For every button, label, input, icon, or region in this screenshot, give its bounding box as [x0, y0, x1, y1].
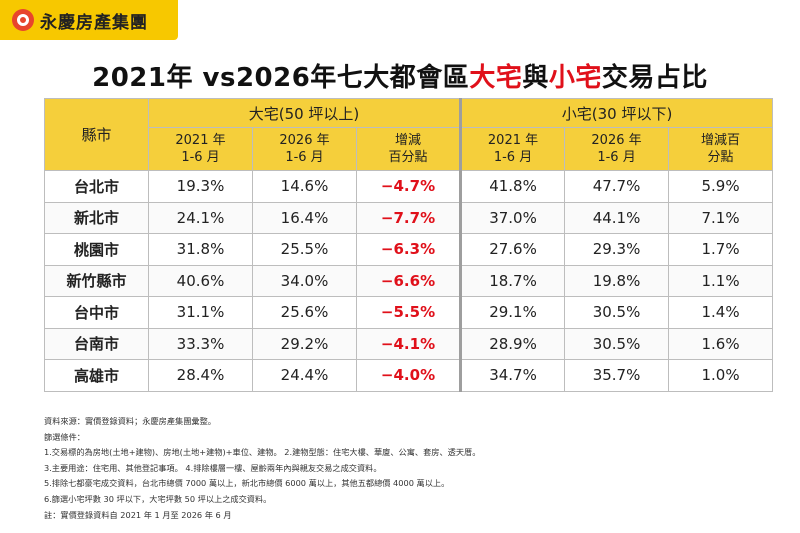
small-2021-cell: 18.7% — [459, 264, 566, 297]
title-mid: 與 — [522, 63, 549, 93]
city-cell: 高雄市 — [44, 359, 149, 392]
page-title: 2021年 vs2026年七大都會區大宅與小宅交易占比 — [0, 57, 800, 94]
small-2021-cell: 27.6% — [459, 233, 566, 266]
small-diff-cell: 1.6% — [668, 327, 774, 360]
large-diff-cell: −6.3% — [355, 233, 462, 266]
large-diff-cell: −7.7% — [355, 201, 462, 234]
small-2026-cell: 44.1% — [564, 201, 670, 234]
small-diff-header: 增減百 分點 — [668, 127, 774, 171]
small-2021-cell: 37.0% — [459, 201, 566, 234]
large-2021-header: 2021 年 1-6 月 — [148, 127, 253, 171]
small-2026-cell: 19.8% — [564, 264, 670, 297]
city-cell: 台北市 — [44, 170, 149, 203]
large-diff-cell: −4.7% — [355, 170, 462, 203]
small-2021-cell: 28.9% — [459, 327, 566, 360]
city-cell: 台中市 — [44, 296, 149, 329]
city-header: 縣市 — [44, 98, 149, 171]
small-2026-cell: 29.3% — [564, 233, 670, 266]
yongqing-logo-icon — [12, 9, 34, 31]
city-cell: 新北市 — [44, 201, 149, 234]
large-2026-cell: 29.2% — [252, 327, 357, 360]
brand-name: 永慶房產集團 — [40, 12, 148, 33]
large-diff-cell: −4.1% — [355, 327, 462, 360]
note-remark: 註：實價登錄資料自 2021 年 1 月至 2026 年 6 月 — [44, 509, 232, 520]
large-2021-cell: 33.3% — [148, 327, 253, 360]
brand-logo: 永慶房產集團 — [0, 0, 178, 40]
city-cell: 新竹縣市 — [44, 264, 149, 297]
large-2021-cell: 40.6% — [148, 264, 253, 297]
large-2026-header: 2026 年 1-6 月 — [252, 127, 357, 171]
table-row: 台中市 31.1% 25.6% −5.5% 29.1% 30.5% 1.4% — [44, 296, 774, 329]
large-diff-header: 增減 百分點 — [355, 127, 462, 171]
note-line: 6.篩選小宅坪數 30 坪以下，大宅坪數 50 坪以上之成交資料。 — [44, 493, 272, 504]
large-2021-cell: 31.1% — [148, 296, 253, 329]
large-diff-cell: −5.5% — [355, 296, 462, 329]
table-row: 新竹縣市 40.6% 34.0% −6.6% 18.7% 19.8% 1.1% — [44, 264, 774, 297]
small-diff-cell: 5.9% — [668, 170, 774, 203]
table-row: 台北市 19.3% 14.6% −4.7% 41.8% 47.7% 5.9% — [44, 170, 774, 203]
small-diff-cell: 1.4% — [668, 296, 774, 329]
note-source: 資料來源：實價登錄資料；永慶房產集團彙整。 — [44, 416, 216, 426]
note-criteria-title: 篩選條件： — [44, 431, 85, 442]
small-2026-header: 2026 年 1-6 月 — [564, 127, 670, 171]
small-2026-cell: 47.7% — [564, 170, 670, 203]
small-2026-cell: 35.7% — [564, 359, 670, 392]
large-2026-cell: 34.0% — [252, 264, 357, 297]
small-diff-cell: 7.1% — [668, 201, 774, 234]
large-2021-cell: 31.8% — [148, 233, 253, 266]
large-2021-cell: 19.3% — [148, 170, 253, 203]
large-2026-cell: 25.6% — [252, 296, 357, 329]
note-line: 5.排除七都豪宅成交資料，台北市總價 7000 萬以上，新北市總價 6000 萬… — [44, 478, 450, 489]
small-diff-cell: 1.0% — [668, 359, 774, 392]
large-2026-cell: 14.6% — [252, 170, 357, 203]
table-row: 高雄市 28.4% 24.4% −4.0% 34.7% 35.7% 1.0% — [44, 359, 774, 392]
title-large: 大宅 — [469, 63, 523, 93]
note-line: 3.主要用途：住宅用、其他登記事項。 4.排除樓層一樓、屋齡兩年內與親友交易之成… — [44, 462, 382, 473]
table-row: 台南市 33.3% 29.2% −4.1% 28.9% 30.5% 1.6% — [44, 327, 774, 360]
large-2021-cell: 24.1% — [148, 201, 253, 234]
title-small: 小宅 — [548, 63, 602, 93]
large-group-header: 大宅(50 坪以上) — [147, 98, 462, 128]
small-2026-cell: 30.5% — [564, 296, 670, 329]
small-2021-cell: 34.7% — [459, 359, 566, 392]
small-2021-header: 2021 年 1-6 月 — [459, 127, 566, 171]
large-2026-cell: 16.4% — [252, 201, 357, 234]
large-2026-cell: 25.5% — [252, 233, 357, 266]
large-diff-cell: −6.6% — [355, 264, 462, 297]
transaction-share-table: 縣市 大宅(50 坪以上) 小宅(30 坪以下) 2021 年 1-6 月 202… — [44, 98, 774, 392]
small-2021-cell: 29.1% — [459, 296, 566, 329]
city-cell: 台南市 — [44, 327, 149, 360]
title-part2: 交易占比 — [601, 63, 708, 93]
note-line: 1.交易標的為房地(土地+建物)、房地(土地+建物)+車位、建物。 2.建物型態… — [44, 447, 481, 458]
small-diff-cell: 1.7% — [668, 233, 774, 266]
large-diff-cell: −4.0% — [355, 359, 462, 392]
large-2026-cell: 24.4% — [252, 359, 357, 392]
table-row: 桃園市 31.8% 25.5% −6.3% 27.6% 29.3% 1.7% — [44, 233, 774, 266]
small-group-header: 小宅(30 坪以下) — [459, 98, 774, 128]
footnotes: 資料來源：實價登錄資料；永慶房產集團彙整。 篩選條件： 1.交易標的為房地(土地… — [44, 414, 772, 523]
city-cell: 桃園市 — [44, 233, 149, 266]
small-2021-cell: 41.8% — [459, 170, 566, 203]
small-2026-cell: 30.5% — [564, 327, 670, 360]
large-2021-cell: 28.4% — [148, 359, 253, 392]
small-diff-cell: 1.1% — [668, 264, 774, 297]
table-row: 新北市 24.1% 16.4% −7.7% 37.0% 44.1% 7.1% — [44, 201, 774, 234]
title-part1: 2021年 vs2026年七大都會區 — [92, 63, 470, 93]
